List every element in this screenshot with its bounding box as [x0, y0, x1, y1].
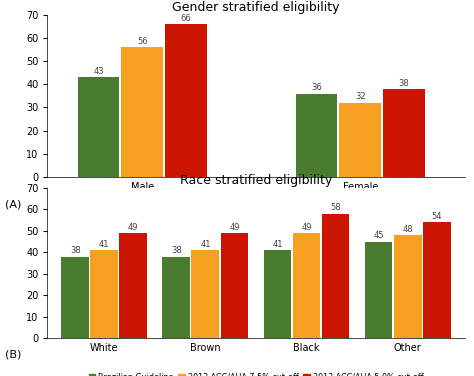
Bar — [163, 257, 190, 338]
Text: 66: 66 — [181, 14, 191, 23]
Bar — [191, 250, 219, 338]
Bar — [165, 24, 207, 177]
Bar — [264, 250, 292, 338]
Text: 54: 54 — [431, 212, 442, 221]
Text: 48: 48 — [402, 225, 413, 234]
Bar — [322, 214, 349, 338]
Bar — [423, 222, 451, 338]
Text: 49: 49 — [229, 223, 240, 232]
Text: (B): (B) — [5, 349, 21, 359]
Legend: Brazilian guideline, 2013 ACC/AHA 7.5% cut-off, 2013 ACC/AHA 5.0% cut-off: Brazilian guideline, 2013 ACC/AHA 7.5% c… — [86, 210, 426, 225]
Bar — [119, 233, 147, 338]
Bar — [339, 103, 381, 177]
Text: (A): (A) — [5, 199, 21, 209]
Title: Race stratified eligibility: Race stratified eligibility — [180, 174, 332, 187]
Title: Gender stratified eligibility: Gender stratified eligibility — [172, 1, 340, 14]
Bar — [121, 47, 163, 177]
Bar — [91, 250, 118, 338]
Bar — [383, 89, 425, 177]
Bar — [78, 77, 119, 177]
Text: 49: 49 — [301, 223, 312, 232]
Bar — [220, 233, 248, 338]
Text: 38: 38 — [70, 246, 81, 255]
Legend: Brazilian Guideline, 2013 ACC/AHA 7.5% cut-off, 2013 ACC/AHA 5.0% cut-off: Brazilian Guideline, 2013 ACC/AHA 7.5% c… — [86, 370, 426, 376]
Text: 41: 41 — [99, 240, 109, 249]
Text: 41: 41 — [200, 240, 210, 249]
Text: 36: 36 — [311, 83, 322, 92]
Bar — [365, 242, 392, 338]
Text: 38: 38 — [399, 79, 409, 88]
Text: 56: 56 — [137, 37, 147, 46]
Text: 43: 43 — [93, 67, 104, 76]
Text: 49: 49 — [128, 223, 138, 232]
Text: 58: 58 — [330, 203, 341, 212]
Text: 32: 32 — [355, 92, 365, 102]
Text: 38: 38 — [171, 246, 182, 255]
Text: 41: 41 — [272, 240, 283, 249]
Bar — [61, 257, 89, 338]
Bar — [292, 233, 320, 338]
Bar — [296, 94, 337, 177]
Text: 45: 45 — [374, 231, 384, 240]
Bar — [394, 235, 421, 338]
